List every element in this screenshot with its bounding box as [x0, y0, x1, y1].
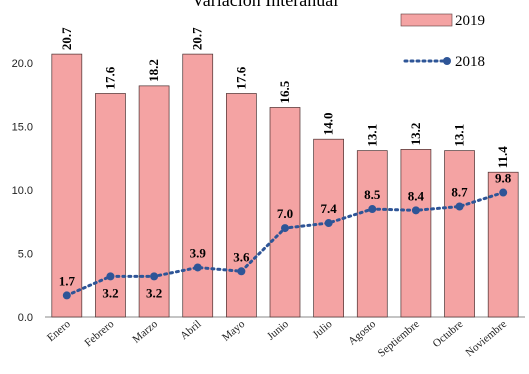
bar-value-label: 18.2	[146, 59, 161, 82]
point-2018	[106, 272, 115, 281]
x-tick-label: Septiembre	[376, 318, 422, 359]
x-tick-label: Enero	[45, 318, 73, 344]
point-2018	[324, 219, 333, 228]
legend-marker-2018	[443, 57, 451, 65]
bar-value-label: 13.1	[364, 124, 379, 147]
point-2018	[62, 291, 71, 300]
bar-2019	[138, 85, 170, 318]
x-tick-label: Febrero	[82, 318, 116, 350]
x-tick-label: Mayo	[220, 318, 248, 344]
legend-label-2018: 2018	[455, 54, 485, 70]
bar-2019	[356, 150, 388, 318]
point-value-label: 9.8	[495, 171, 512, 186]
point-2018	[368, 205, 377, 214]
y-tick-label: 5.0	[18, 249, 33, 261]
bar-value-label: 11.4	[495, 146, 510, 169]
bar-value-label: 20.7	[190, 27, 205, 50]
bar-value-label: 13.1	[452, 124, 467, 147]
point-value-label: 3.2	[146, 285, 162, 300]
y-tick-label: 0.0	[18, 312, 33, 324]
point-2018	[411, 206, 420, 215]
bar-2019	[400, 149, 432, 318]
bar-2019	[51, 53, 83, 318]
y-tick-label: 15.0	[12, 122, 33, 134]
point-2018	[193, 263, 202, 272]
bar-value-label: 17.6	[102, 66, 117, 89]
y-tick-label: 20.0	[12, 58, 33, 70]
point-value-label: 3.9	[190, 245, 207, 260]
chart-title: Variación Interanual	[192, 0, 338, 10]
x-tick-label: Abril	[178, 318, 204, 342]
point-value-label: 3.6	[233, 249, 250, 264]
bar-2019	[313, 138, 344, 318]
bar-2019	[182, 53, 214, 318]
bar-2019	[226, 93, 257, 318]
bar-value-label: 16.5	[277, 80, 292, 103]
legend-swatch-2019	[400, 13, 453, 27]
point-value-label: 3.2	[102, 285, 118, 300]
y-tick-label: 10.0	[12, 185, 33, 197]
point-value-label: 8.4	[408, 188, 425, 203]
bars-2019: 20.7 17.6 18.2 20.7 17.6 16.5 14.0 13.1 13.2 13.1…	[51, 27, 519, 318]
point-2018	[237, 267, 246, 276]
bar-value-label: 20.7	[59, 27, 74, 50]
x-tick-label: Noviembre	[463, 318, 509, 359]
bar-value-label: 14.0	[321, 112, 336, 135]
x-tick-label: Octubre	[431, 318, 466, 350]
bar-2019	[269, 107, 301, 318]
x-tick-label: Marzo	[130, 318, 160, 346]
point-2018	[455, 202, 464, 211]
legend-label-2019: 2019	[455, 13, 485, 29]
x-tick-label: Junio	[265, 318, 291, 343]
point-value-label: 7.0	[277, 206, 293, 221]
point-value-label: 1.7	[59, 273, 76, 288]
point-value-label: 7.4	[321, 201, 338, 216]
point-value-label: 8.7	[451, 185, 468, 200]
bar-value-label: 17.6	[233, 66, 248, 89]
point-2018	[499, 188, 508, 197]
x-tick-label: Julio	[310, 318, 334, 341]
bar-value-label: 13.2	[408, 123, 423, 146]
bar-2019	[95, 93, 126, 318]
line-2018: 1.7 3.2 3.2 3.9 3.6 7.0 7.4 8.5 8.4 8.7 9.8	[59, 171, 512, 301]
point-2018	[281, 224, 289, 233]
bar-2019	[444, 150, 475, 318]
point-value-label: 8.5	[364, 187, 381, 202]
x-tick-label: Agosto	[346, 318, 378, 348]
legend: 2019 2018	[400, 13, 485, 70]
point-2018	[150, 272, 159, 281]
